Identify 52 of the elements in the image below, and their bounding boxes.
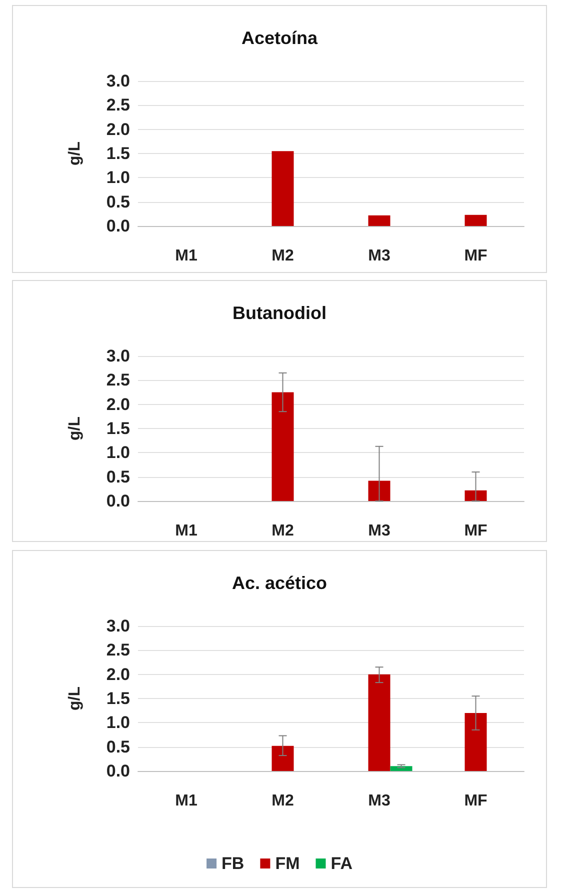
y-tick-label: 2.5 bbox=[106, 370, 130, 390]
y-tick-label: 1.0 bbox=[106, 168, 130, 188]
y-tick-label: 2.5 bbox=[106, 96, 130, 115]
bar bbox=[368, 215, 390, 226]
y-axis-title: g/L bbox=[66, 686, 84, 710]
x-tick-label: M3 bbox=[368, 248, 390, 264]
x-tick-label: M2 bbox=[272, 792, 294, 810]
x-tick-label: M2 bbox=[272, 248, 294, 264]
x-tick-label: MF bbox=[464, 522, 488, 540]
x-tick-label: M3 bbox=[368, 792, 390, 810]
y-axis-title: g/L bbox=[66, 416, 84, 440]
bar bbox=[272, 151, 294, 226]
bar bbox=[390, 766, 412, 771]
y-tick-label: 0.5 bbox=[106, 737, 130, 756]
y-tick-label: 1.5 bbox=[106, 419, 130, 438]
y-tick-label: 0.0 bbox=[106, 762, 130, 780]
y-tick-label: 1.0 bbox=[106, 443, 130, 462]
y-tick-label: 2.0 bbox=[106, 120, 130, 139]
y-tick-label: 3.0 bbox=[106, 616, 130, 636]
bar bbox=[464, 713, 487, 771]
chart-title: Ac. acético bbox=[232, 573, 328, 593]
y-tick-label: 2.0 bbox=[106, 664, 130, 684]
y-tick-label: 1.5 bbox=[106, 144, 130, 163]
bar bbox=[272, 392, 294, 501]
x-tick-label: MF bbox=[464, 248, 488, 264]
y-tick-label: 3.0 bbox=[106, 72, 130, 90]
y-tick-label: 1.0 bbox=[106, 713, 130, 732]
x-tick-label: M1 bbox=[175, 522, 198, 540]
y-tick-label: 0.0 bbox=[106, 492, 130, 510]
y-tick-label: 2.5 bbox=[106, 640, 130, 660]
chart-title: Acetoína bbox=[241, 28, 318, 48]
x-tick-label: M2 bbox=[272, 522, 294, 540]
y-tick-label: 0.5 bbox=[106, 192, 130, 212]
legend-label: FA bbox=[330, 854, 352, 873]
bar bbox=[464, 490, 487, 501]
y-tick-label: 3.0 bbox=[106, 346, 130, 366]
x-tick-label: MF bbox=[464, 792, 488, 810]
y-tick-label: 0.0 bbox=[106, 216, 130, 236]
bar bbox=[368, 480, 390, 501]
legend-label: FB bbox=[222, 854, 244, 873]
x-tick-label: M1 bbox=[175, 792, 198, 810]
y-tick-label: 0.5 bbox=[106, 467, 130, 486]
x-tick-label: M1 bbox=[175, 248, 198, 264]
bar bbox=[272, 746, 294, 771]
y-axis-title: g/L bbox=[66, 141, 84, 166]
y-tick-label: 1.5 bbox=[106, 689, 130, 708]
chart-title: Butanodiol bbox=[232, 303, 326, 323]
bar bbox=[368, 674, 390, 771]
legend-label: FM bbox=[275, 854, 300, 873]
x-tick-label: M3 bbox=[368, 522, 390, 540]
bar bbox=[464, 214, 487, 226]
y-tick-label: 2.0 bbox=[106, 394, 130, 414]
